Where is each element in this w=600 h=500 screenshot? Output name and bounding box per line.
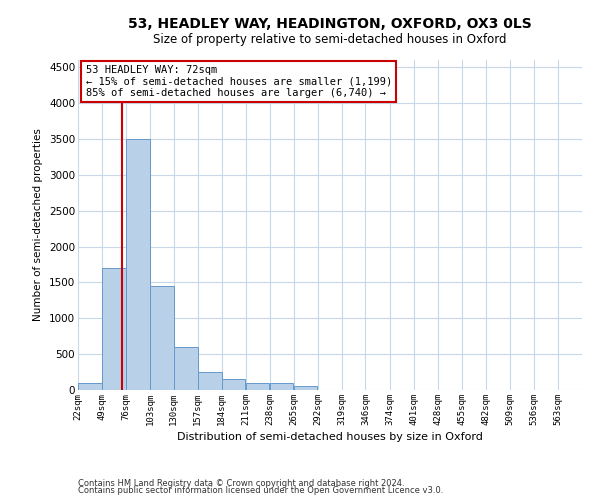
Bar — [102, 268, 125, 390]
Text: Contains public sector information licensed under the Open Government Licence v3: Contains public sector information licen… — [78, 486, 443, 495]
Bar — [222, 379, 245, 390]
Text: 53, HEADLEY WAY, HEADINGTON, OXFORD, OX3 0LS: 53, HEADLEY WAY, HEADINGTON, OXFORD, OX3… — [128, 18, 532, 32]
Bar — [174, 347, 197, 390]
Text: 53 HEADLEY WAY: 72sqm
← 15% of semi-detached houses are smaller (1,199)
85% of s: 53 HEADLEY WAY: 72sqm ← 15% of semi-deta… — [86, 65, 392, 98]
X-axis label: Distribution of semi-detached houses by size in Oxford: Distribution of semi-detached houses by … — [177, 432, 483, 442]
Bar — [78, 383, 102, 390]
Text: Size of property relative to semi-detached houses in Oxford: Size of property relative to semi-detach… — [153, 32, 507, 46]
Bar — [198, 372, 221, 390]
Bar — [246, 383, 269, 390]
Bar — [294, 386, 317, 390]
Bar — [126, 139, 149, 390]
Y-axis label: Number of semi-detached properties: Number of semi-detached properties — [34, 128, 43, 322]
Bar — [150, 286, 173, 390]
Bar — [270, 383, 293, 390]
Text: Contains HM Land Registry data © Crown copyright and database right 2024.: Contains HM Land Registry data © Crown c… — [78, 478, 404, 488]
